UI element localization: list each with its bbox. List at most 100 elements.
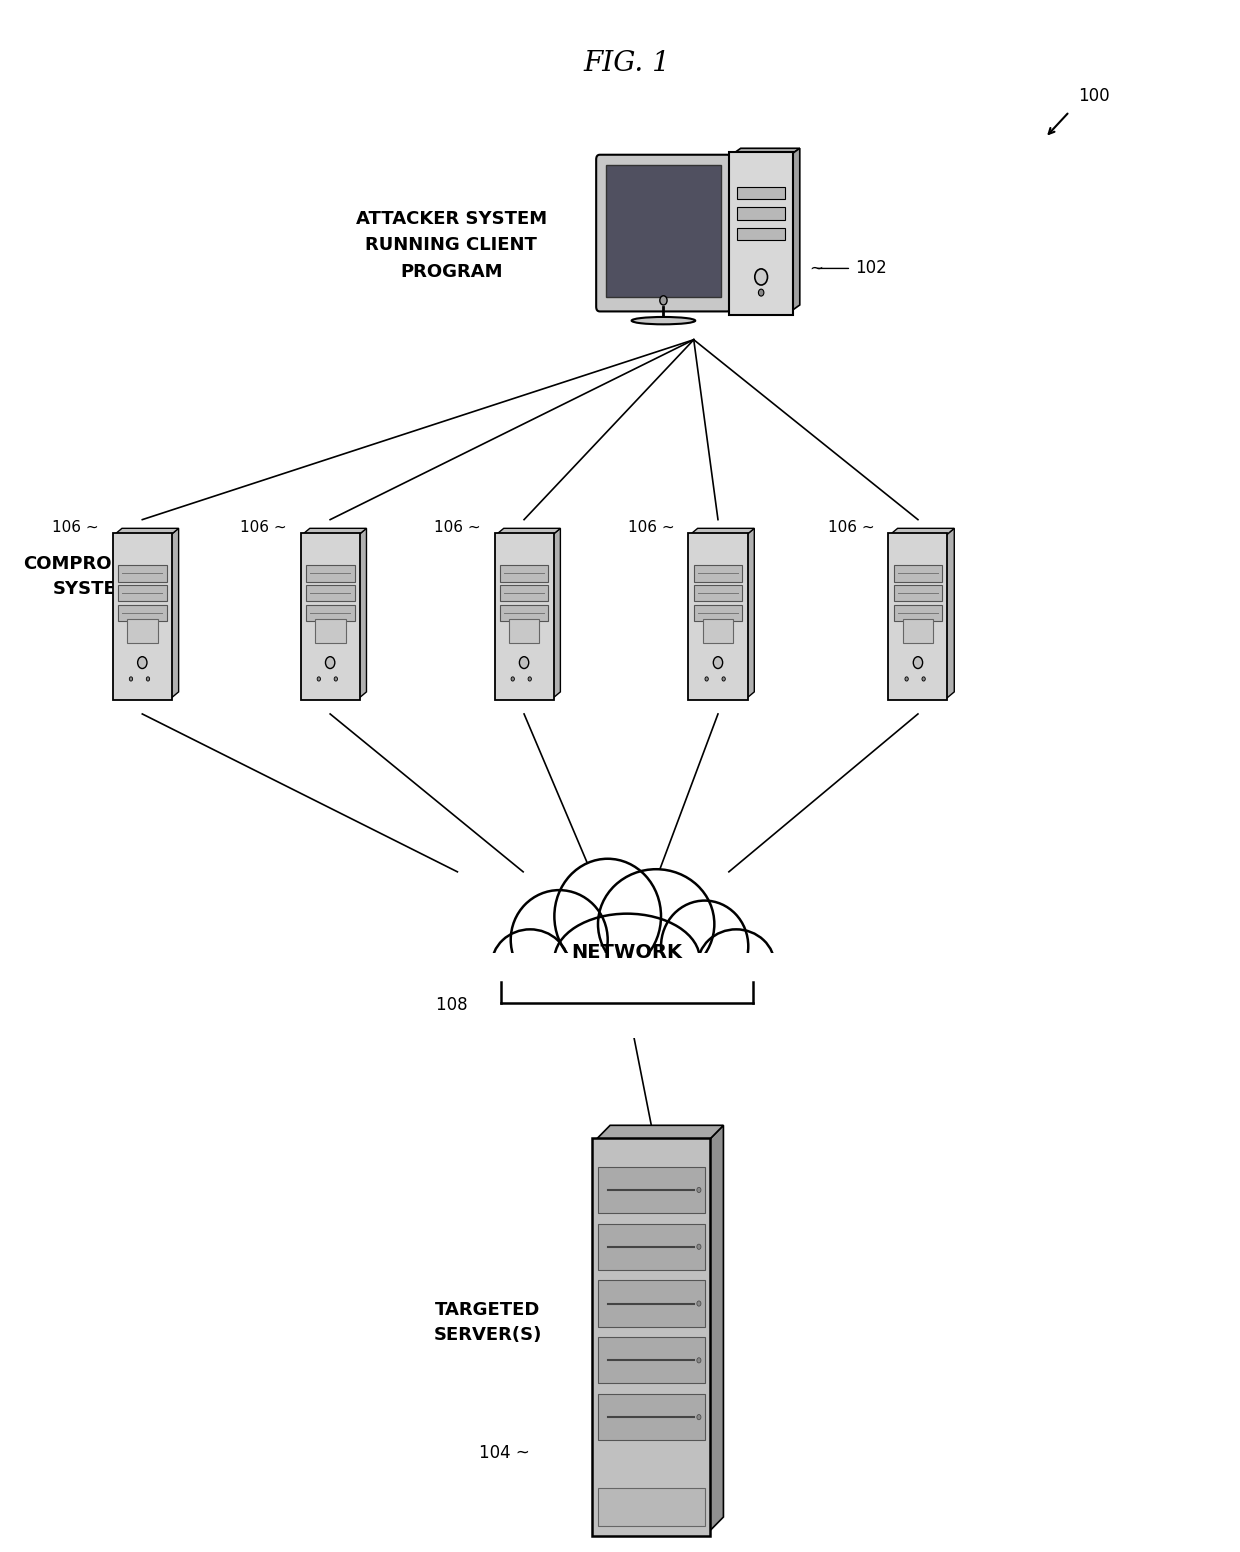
Polygon shape xyxy=(358,528,367,698)
Ellipse shape xyxy=(511,891,608,990)
Ellipse shape xyxy=(554,858,661,973)
Circle shape xyxy=(713,656,723,669)
FancyBboxPatch shape xyxy=(894,585,942,601)
FancyBboxPatch shape xyxy=(508,619,539,643)
Circle shape xyxy=(138,656,148,669)
Polygon shape xyxy=(689,528,754,535)
Ellipse shape xyxy=(598,869,714,979)
Text: TARGETED
SERVER(S): TARGETED SERVER(S) xyxy=(434,1301,542,1344)
Circle shape xyxy=(511,677,515,681)
Text: COMPROMISED
SYSTEMS: COMPROMISED SYSTEMS xyxy=(24,554,176,598)
Text: NETWORK: NETWORK xyxy=(572,944,682,962)
FancyBboxPatch shape xyxy=(500,585,548,601)
Circle shape xyxy=(520,656,528,669)
FancyBboxPatch shape xyxy=(598,1223,704,1270)
FancyBboxPatch shape xyxy=(693,585,743,601)
FancyBboxPatch shape xyxy=(306,605,355,621)
Polygon shape xyxy=(791,149,800,312)
FancyBboxPatch shape xyxy=(598,1167,704,1214)
Circle shape xyxy=(146,677,150,681)
Circle shape xyxy=(697,1187,701,1192)
Circle shape xyxy=(697,1358,701,1363)
Text: 104 ~: 104 ~ xyxy=(479,1443,531,1462)
Polygon shape xyxy=(552,528,560,698)
Circle shape xyxy=(759,289,764,296)
FancyBboxPatch shape xyxy=(903,619,934,643)
FancyBboxPatch shape xyxy=(598,1488,704,1527)
Text: 106 ~: 106 ~ xyxy=(52,520,99,534)
FancyBboxPatch shape xyxy=(737,208,785,220)
FancyBboxPatch shape xyxy=(315,619,346,643)
FancyBboxPatch shape xyxy=(501,953,753,1024)
Circle shape xyxy=(697,1245,701,1249)
Text: 100: 100 xyxy=(1078,87,1110,106)
Polygon shape xyxy=(114,528,179,535)
Circle shape xyxy=(660,296,667,306)
Ellipse shape xyxy=(661,900,748,992)
FancyBboxPatch shape xyxy=(500,565,548,582)
FancyBboxPatch shape xyxy=(598,1338,704,1383)
FancyBboxPatch shape xyxy=(688,534,748,700)
FancyBboxPatch shape xyxy=(306,585,355,601)
Polygon shape xyxy=(889,528,955,535)
Polygon shape xyxy=(301,528,367,535)
Text: FIG. 1: FIG. 1 xyxy=(584,50,671,78)
FancyBboxPatch shape xyxy=(500,605,548,621)
FancyBboxPatch shape xyxy=(118,585,166,601)
Polygon shape xyxy=(171,528,179,698)
Circle shape xyxy=(914,656,923,669)
FancyBboxPatch shape xyxy=(126,619,157,643)
Text: 106 ~: 106 ~ xyxy=(434,520,481,534)
Circle shape xyxy=(317,677,320,681)
Text: ~: ~ xyxy=(808,259,823,278)
Ellipse shape xyxy=(697,930,775,1003)
Polygon shape xyxy=(746,528,754,698)
Circle shape xyxy=(722,677,725,681)
Ellipse shape xyxy=(631,317,696,324)
FancyBboxPatch shape xyxy=(300,534,360,700)
FancyBboxPatch shape xyxy=(606,165,720,298)
Circle shape xyxy=(697,1414,701,1420)
FancyBboxPatch shape xyxy=(693,605,743,621)
Circle shape xyxy=(129,677,133,681)
FancyBboxPatch shape xyxy=(888,534,947,700)
Circle shape xyxy=(334,677,337,681)
FancyBboxPatch shape xyxy=(470,953,785,1038)
Ellipse shape xyxy=(491,930,569,1003)
Circle shape xyxy=(528,677,532,681)
Text: 106 ~: 106 ~ xyxy=(627,520,675,534)
FancyBboxPatch shape xyxy=(703,619,733,643)
FancyBboxPatch shape xyxy=(495,534,553,700)
Polygon shape xyxy=(732,149,800,155)
FancyBboxPatch shape xyxy=(118,565,166,582)
Circle shape xyxy=(905,677,908,681)
Circle shape xyxy=(706,677,708,681)
FancyBboxPatch shape xyxy=(113,534,172,700)
Polygon shape xyxy=(595,1125,723,1141)
FancyBboxPatch shape xyxy=(596,155,730,312)
FancyBboxPatch shape xyxy=(118,605,166,621)
Text: ATTACKER SYSTEM
RUNNING CLIENT
PROGRAM: ATTACKER SYSTEM RUNNING CLIENT PROGRAM xyxy=(356,210,547,281)
Circle shape xyxy=(923,677,925,681)
FancyBboxPatch shape xyxy=(598,1280,704,1327)
Polygon shape xyxy=(496,528,560,535)
FancyBboxPatch shape xyxy=(729,152,794,315)
FancyBboxPatch shape xyxy=(306,565,355,582)
Circle shape xyxy=(755,268,768,286)
FancyBboxPatch shape xyxy=(693,565,743,582)
Polygon shape xyxy=(946,528,955,698)
FancyBboxPatch shape xyxy=(737,228,785,241)
Text: 102: 102 xyxy=(854,259,887,278)
Text: 108 ~: 108 ~ xyxy=(435,996,486,1013)
Polygon shape xyxy=(708,1125,723,1533)
Text: 106 ~: 106 ~ xyxy=(241,520,286,534)
FancyBboxPatch shape xyxy=(593,1138,711,1536)
FancyBboxPatch shape xyxy=(894,565,942,582)
Circle shape xyxy=(697,1301,701,1307)
FancyBboxPatch shape xyxy=(737,186,785,199)
Ellipse shape xyxy=(554,914,699,1006)
FancyBboxPatch shape xyxy=(598,1394,704,1440)
Text: 106 ~: 106 ~ xyxy=(828,520,874,534)
Circle shape xyxy=(325,656,335,669)
FancyBboxPatch shape xyxy=(894,605,942,621)
